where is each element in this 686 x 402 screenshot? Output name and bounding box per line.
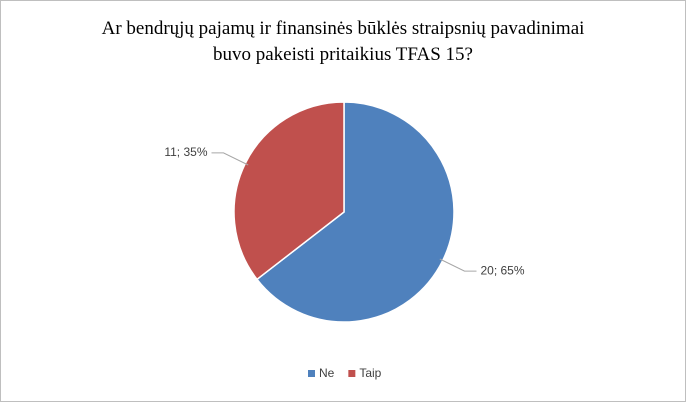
- chart-title: Ar bendrųjų pajamų ir finansinės būklės …: [102, 18, 585, 39]
- chart-title: buvo pakeisti pritaikius TFAS 15?: [213, 44, 473, 65]
- legend-label: Ne: [319, 366, 335, 380]
- leader-line: [211, 152, 249, 166]
- legend-label: Taip: [359, 366, 381, 380]
- leader-line: [439, 258, 477, 272]
- legend-swatch: [308, 370, 315, 377]
- data-label: 20; 65%: [480, 263, 524, 277]
- data-label: 11; 35%: [164, 145, 207, 159]
- legend-swatch: [348, 370, 356, 377]
